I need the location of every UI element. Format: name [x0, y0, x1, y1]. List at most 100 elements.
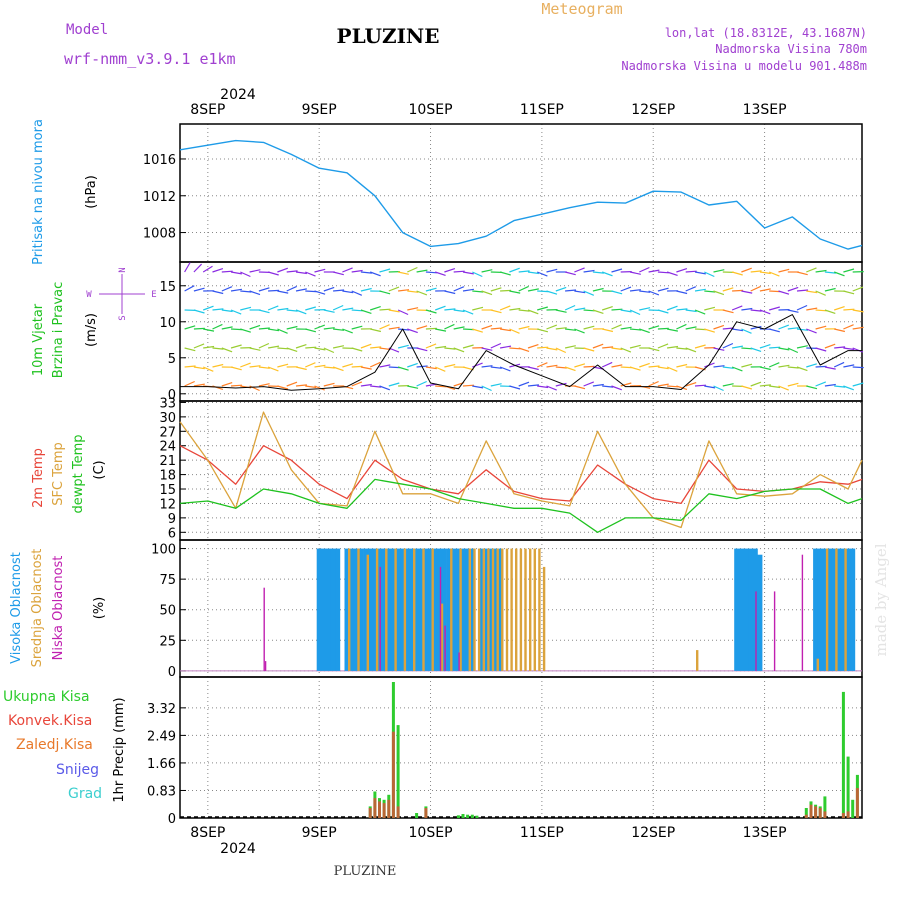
mid-cloud-bar [477, 548, 481, 671]
high-cloud-bar [414, 548, 420, 671]
wind-barb [314, 347, 326, 351]
wind-barb [323, 366, 335, 369]
wind-barb [360, 287, 372, 292]
wind-barb [796, 271, 808, 276]
wind-barb [806, 385, 818, 390]
wind-barb [305, 346, 317, 349]
wind-barb [694, 384, 707, 387]
wind-barb [184, 325, 196, 330]
wind-barb [546, 347, 558, 351]
wind-barb [611, 347, 623, 351]
wind-barb [453, 347, 465, 353]
wind-ytick-label: 0 [168, 388, 176, 403]
wind-barb [230, 366, 242, 371]
wind-barb [268, 328, 280, 332]
total-precip-bar [466, 814, 470, 818]
conv-precip-bar [804, 814, 808, 818]
wind-barb [574, 385, 586, 390]
wind-barb [555, 366, 567, 369]
wind-barb [351, 269, 363, 273]
wind-barb [388, 382, 400, 387]
wind-barb [388, 286, 400, 292]
top-date-label: 9SEP [302, 102, 337, 118]
t2m-label: 2m Temp [31, 448, 46, 508]
wind-barb [741, 267, 752, 273]
wind-barb [602, 346, 614, 349]
wind-barb [267, 271, 279, 276]
wind-barb [676, 308, 688, 311]
bottom-date-label: 11SEP [520, 825, 564, 841]
mid-cloud-bar [533, 548, 536, 671]
wind-barb [286, 347, 298, 352]
wind-barb [639, 362, 650, 368]
precip-ytick-label: 0.83 [147, 784, 176, 799]
wind-barb [416, 290, 428, 296]
wind-barb [509, 290, 521, 294]
wind-barb [295, 288, 307, 292]
mid-cloud-bar [696, 650, 699, 671]
total-precip-bar [470, 814, 474, 818]
wind-barb [435, 345, 447, 349]
wind-barb [509, 328, 520, 334]
wind-barb [583, 290, 595, 296]
wind-barb [202, 305, 214, 311]
wind-barb [852, 382, 864, 387]
high-cloud-bar [395, 548, 401, 671]
wind-barb [268, 289, 280, 292]
mid-cloud-bar [487, 548, 490, 671]
total-precip-bar [461, 814, 465, 818]
wind-barb [537, 306, 548, 311]
wind-barb [750, 325, 762, 330]
conv-precip-label: Konvek.Kisa [8, 713, 92, 729]
conv-precip-bar [378, 801, 381, 818]
mid-cloud-bar [524, 548, 527, 671]
wind-barb [833, 271, 845, 277]
wind-barb [704, 271, 715, 278]
wind-barb [574, 363, 586, 368]
high-cloud-bar [743, 548, 749, 671]
wind-barb [202, 366, 214, 372]
temp-ytick-label: 15 [159, 483, 176, 498]
wind-barb [555, 327, 567, 330]
wind-barb [518, 309, 530, 312]
mid-cloud-bar [357, 548, 360, 671]
wind-barb [704, 306, 716, 311]
wind-barb [193, 327, 205, 330]
wind-barb [704, 328, 715, 333]
total-precip-bar [456, 815, 460, 818]
wind-barb [481, 290, 493, 296]
wind-barb [806, 307, 818, 311]
wind-barb [815, 309, 827, 312]
wind-barb [323, 327, 335, 330]
mid-cloud-bar [542, 566, 546, 671]
temp-ytick-label: 18 [159, 469, 176, 484]
total-precip-bar [804, 808, 808, 818]
wind-barb [796, 289, 809, 292]
wind-barb [694, 344, 706, 349]
high-cloud-bar [822, 548, 828, 671]
wind-barb [444, 363, 456, 368]
wind-barb [555, 382, 567, 387]
wind-barb [787, 309, 799, 313]
high-cloud-bar [326, 548, 331, 671]
wind-barb [815, 290, 826, 296]
bottom-year-label: 2024 [220, 841, 256, 857]
wind-barb [564, 304, 576, 311]
wind-barb [537, 328, 549, 333]
wind-barb [267, 345, 280, 349]
bottom-date-label: 9SEP [302, 825, 337, 841]
wind-barb [212, 363, 224, 368]
mid-cloud-bar [496, 548, 499, 671]
wind-barb [509, 307, 521, 311]
wind-barb [221, 347, 233, 353]
wind-barb [490, 327, 502, 330]
wind-barb [184, 380, 195, 387]
wind-barb [462, 309, 474, 315]
mid-cloud-bar [505, 548, 509, 671]
wind-barb [230, 271, 243, 275]
wind-barb [704, 385, 716, 389]
wind-barb [834, 306, 845, 311]
temp-ytick-label: 27 [159, 425, 176, 440]
wind-barb [815, 381, 827, 387]
wind-barb [722, 327, 734, 330]
